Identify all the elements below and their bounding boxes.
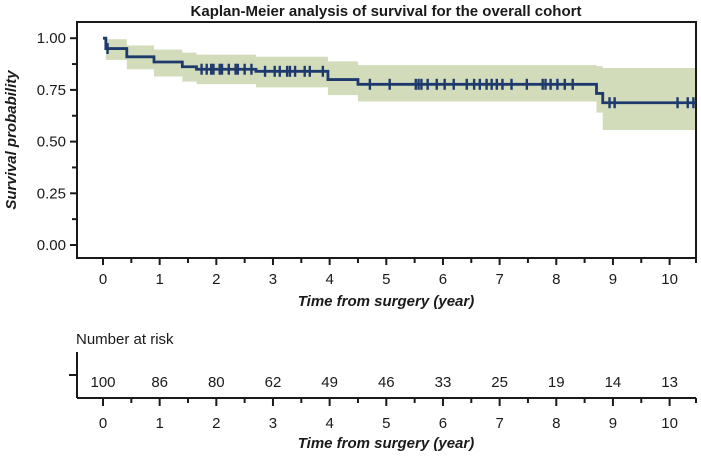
risk-table-title: Number at risk [76, 331, 174, 348]
risk-tick-label: 7 [495, 415, 503, 432]
chart-title: Kaplan-Meier analysis of survival for th… [191, 3, 582, 20]
risk-count: 49 [321, 374, 338, 391]
risk-count: 86 [151, 374, 168, 391]
risk-count: 33 [435, 374, 452, 391]
x-axis-title-risk: Time from surgery (year) [298, 435, 474, 452]
km-curve [103, 36, 696, 105]
plot-frame [76, 21, 697, 259]
risk-count: 25 [491, 374, 508, 391]
risk-tick-label: 6 [439, 415, 447, 432]
risk-count: 100 [90, 374, 115, 391]
risk-table: 100 86 80 62 49 46 33 25 19 14 13 0 1 2 3 4 5 6 7 8 9 10 [69, 352, 697, 432]
risk-count: 80 [208, 374, 225, 391]
risk-tick-label: 9 [609, 415, 617, 432]
y-tick-label: 0.50 [37, 134, 66, 151]
x-tick-label: 9 [609, 271, 617, 288]
x-tick-label: 5 [382, 271, 390, 288]
risk-count: 14 [605, 374, 622, 391]
x-tick-label: 3 [269, 271, 277, 288]
risk-tick-label: 0 [99, 415, 107, 432]
risk-count: 62 [265, 374, 282, 391]
y-tick-label: 0.75 [37, 82, 66, 99]
risk-tick-label: 3 [269, 415, 277, 432]
x-axis-title: Time from surgery (year) [298, 293, 474, 310]
risk-tick-label: 8 [552, 415, 560, 432]
x-tick-label: 0 [99, 271, 107, 288]
y-tick-label: 0.00 [37, 237, 66, 254]
x-tick-label: 6 [439, 271, 447, 288]
y-tick-label: 0.25 [37, 185, 66, 202]
x-tick-label: 1 [155, 271, 163, 288]
risk-count: 19 [548, 374, 565, 391]
risk-tick-label: 2 [212, 415, 220, 432]
plot-area: 0.00 0.25 0.50 0.75 1.00 0 1 2 3 4 5 6 7 8 9 10 [37, 21, 697, 288]
risk-tick-label: 4 [325, 415, 333, 432]
risk-tick-label: 1 [155, 415, 163, 432]
y-axis-title: Survival probability [3, 70, 20, 210]
x-tick-label: 7 [495, 271, 503, 288]
risk-count: 13 [661, 374, 678, 391]
x-tick-label: 10 [661, 271, 678, 288]
x-tick-label: 2 [212, 271, 220, 288]
risk-tick-label: 5 [382, 415, 390, 432]
y-tick-label: 1.00 [37, 30, 66, 47]
x-tick-label: 8 [552, 271, 560, 288]
x-tick-label: 4 [325, 271, 333, 288]
risk-tick-label: 10 [661, 415, 678, 432]
risk-count: 46 [378, 374, 395, 391]
